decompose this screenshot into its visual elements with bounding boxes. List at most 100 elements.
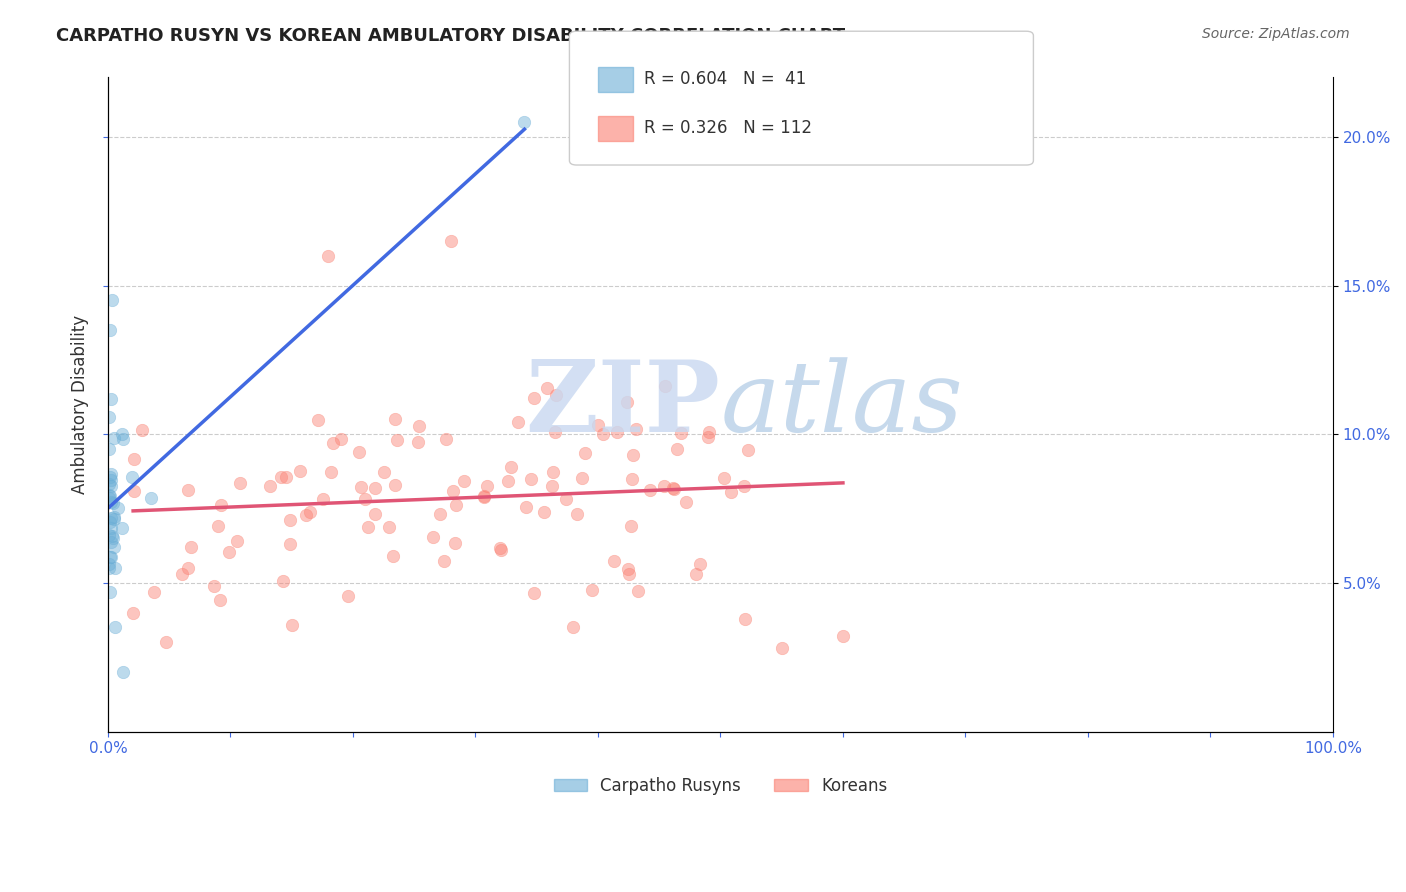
Point <box>209 498 232 512</box>
Point <box>733 479 755 493</box>
Point <box>349 480 371 494</box>
Point <box>101 531 124 545</box>
Point <box>720 484 742 499</box>
Point <box>97 491 120 505</box>
Point <box>581 583 603 598</box>
Point <box>685 566 707 581</box>
Point <box>571 471 593 485</box>
Point <box>330 432 353 446</box>
Point <box>177 561 200 575</box>
Point <box>453 474 475 488</box>
Text: ZIP: ZIP <box>526 356 720 453</box>
Point <box>100 550 122 565</box>
Point <box>616 395 638 409</box>
Point <box>422 530 444 544</box>
Text: CARPATHO RUSYN VS KOREAN AMBULATORY DISABILITY CORRELATION CHART: CARPATHO RUSYN VS KOREAN AMBULATORY DISA… <box>56 27 845 45</box>
Point <box>104 561 127 575</box>
Point <box>294 508 316 522</box>
Point <box>98 488 121 502</box>
Point <box>408 418 430 433</box>
Point <box>606 425 628 440</box>
Point <box>434 432 457 446</box>
Point <box>536 381 558 395</box>
Point <box>100 293 122 308</box>
Point <box>523 391 546 405</box>
Point <box>322 436 344 450</box>
Point <box>603 553 626 567</box>
Point <box>98 516 121 530</box>
Point <box>312 491 335 506</box>
Point <box>619 567 641 582</box>
Point <box>100 521 122 535</box>
Point <box>555 492 578 507</box>
Point <box>675 494 697 508</box>
Point <box>97 528 120 542</box>
Text: R = 0.326   N = 112: R = 0.326 N = 112 <box>644 120 811 137</box>
Point <box>357 520 380 534</box>
Point <box>433 554 456 568</box>
Point <box>104 620 127 634</box>
Point <box>689 557 711 571</box>
Point <box>281 618 304 632</box>
Point <box>617 562 640 576</box>
Point <box>533 505 555 519</box>
Point <box>318 249 340 263</box>
Point <box>100 467 122 482</box>
Point <box>586 418 609 433</box>
Point <box>429 508 451 522</box>
Point <box>541 465 564 479</box>
Point <box>98 470 121 484</box>
Point <box>662 482 685 496</box>
Point <box>122 606 145 620</box>
Point <box>98 584 121 599</box>
Point <box>101 496 124 510</box>
Point <box>209 593 232 607</box>
Point <box>100 392 122 406</box>
Point <box>489 542 512 557</box>
Point <box>621 448 644 462</box>
Point <box>100 495 122 509</box>
Point <box>207 519 229 533</box>
Point <box>131 423 153 437</box>
Point <box>111 521 134 535</box>
Point <box>100 479 122 493</box>
Point <box>627 583 650 598</box>
Point <box>501 460 523 475</box>
Point <box>592 426 614 441</box>
Point <box>103 540 125 554</box>
Point <box>574 446 596 460</box>
Point <box>513 115 536 129</box>
Point <box>100 473 122 487</box>
Point <box>713 470 735 484</box>
Point <box>98 549 121 564</box>
Point <box>276 470 298 484</box>
Point <box>228 476 250 491</box>
Point <box>259 479 281 493</box>
Point <box>666 442 689 456</box>
Point <box>307 413 329 427</box>
Point <box>496 474 519 488</box>
Point <box>562 620 585 634</box>
Point <box>278 513 301 527</box>
Point <box>515 500 537 515</box>
Point <box>98 410 121 425</box>
Point <box>218 544 240 558</box>
Point <box>443 536 465 550</box>
Point <box>523 585 546 599</box>
Point <box>271 574 294 588</box>
Point <box>290 464 312 478</box>
Point <box>270 470 292 484</box>
Point <box>624 422 647 436</box>
Point <box>141 491 163 506</box>
Point <box>544 425 567 440</box>
Point <box>382 549 405 564</box>
Point <box>669 425 692 440</box>
Y-axis label: Ambulatory Disability: Ambulatory Disability <box>72 315 89 494</box>
Point <box>621 472 644 486</box>
Point <box>378 520 401 534</box>
Point <box>225 533 247 548</box>
Point <box>319 465 342 479</box>
Point <box>101 529 124 543</box>
Point <box>180 540 202 554</box>
Point <box>202 579 225 593</box>
